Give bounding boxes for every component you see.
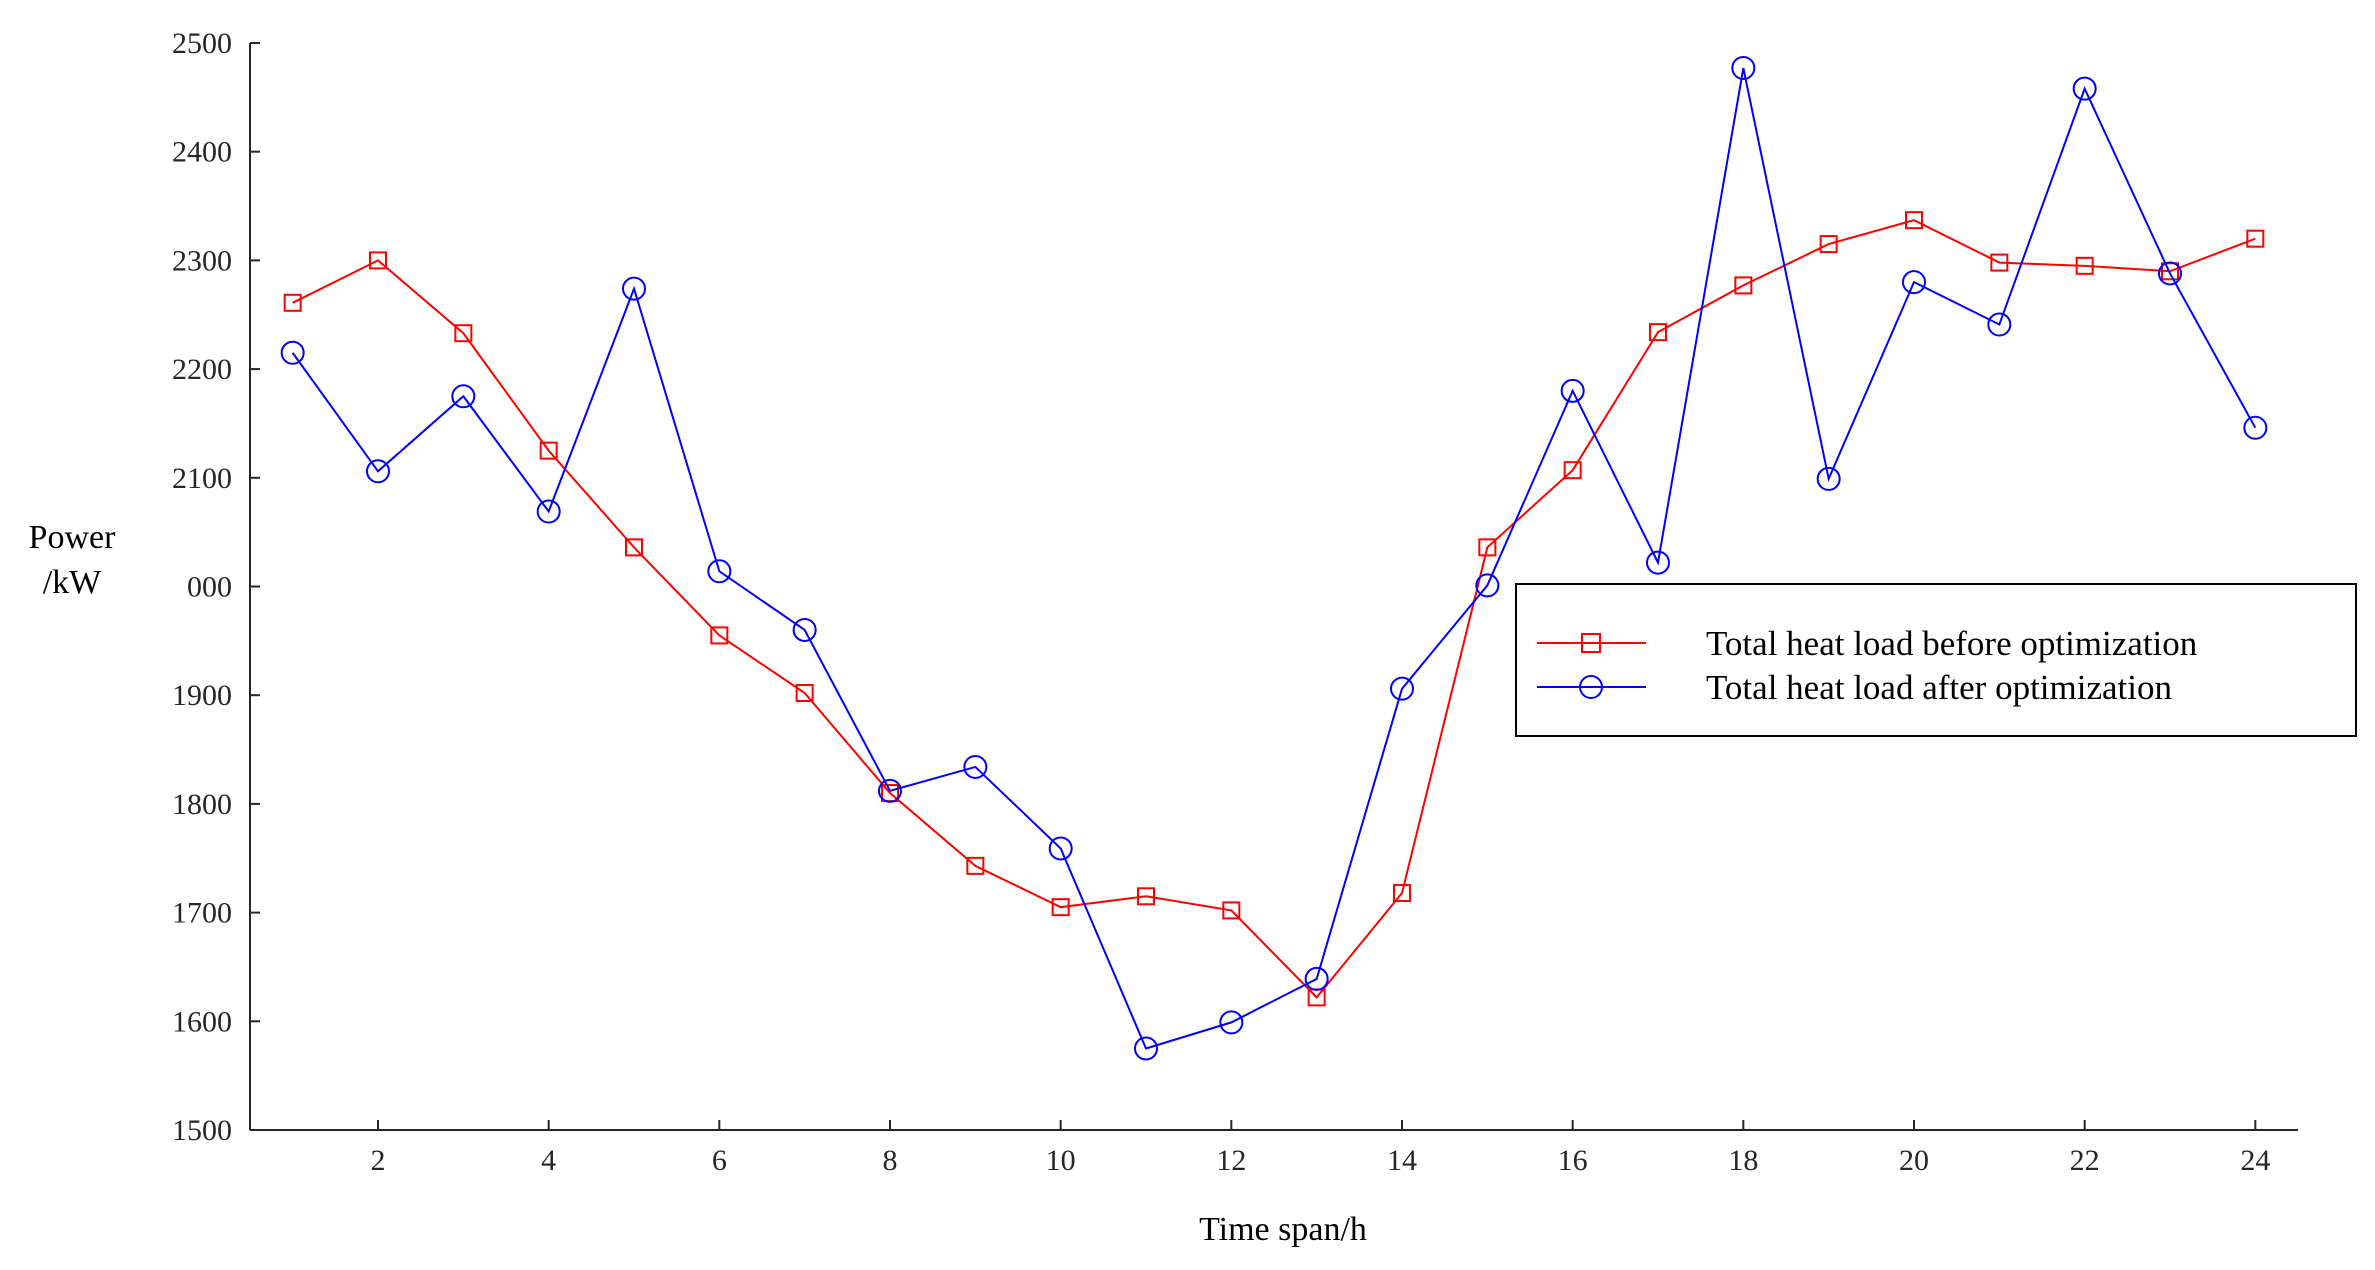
y-axis-title-line2: /kW (43, 564, 102, 601)
legend-marker-before (1581, 633, 1601, 653)
data-point-square (1563, 461, 1582, 480)
y-tick-label: 2200 (172, 353, 232, 386)
data-point-circle (963, 754, 988, 779)
legend-label-after: Total heat load after optimization (1706, 668, 2172, 707)
data-point-circle (1731, 56, 1756, 81)
data-point-square (369, 251, 387, 270)
y-tick-label: 1800 (172, 788, 232, 821)
data-point-circle (1304, 966, 1329, 991)
x-tick-label: 16 (1558, 1144, 1588, 1177)
data-point-circle (1219, 1010, 1244, 1035)
x-tick-label: 8 (883, 1144, 898, 1177)
data-point-square (454, 324, 473, 343)
x-tick-label: 4 (541, 1144, 556, 1177)
data-point-square (2246, 229, 2265, 248)
x-tick-label: 12 (1216, 1144, 1246, 1177)
x-tick-label: 18 (1728, 1144, 1758, 1177)
y-tick-label: 1500 (172, 1114, 232, 1147)
data-point-square (283, 293, 302, 312)
data-point-circle (280, 340, 305, 365)
data-point-circle (622, 276, 646, 301)
x-tick-label: 14 (1387, 1144, 1417, 1177)
data-point-circle (1816, 466, 1841, 491)
data-point-circle (536, 499, 561, 524)
y-axis-title-line1: Power (29, 519, 117, 556)
data-point-square (1222, 901, 1241, 920)
x-tick-label: 24 (2240, 1144, 2270, 1177)
data-point-circle (2243, 415, 2268, 440)
data-point-circle (1646, 550, 1670, 575)
data-point-circle (1987, 312, 2012, 337)
data-point-circle (2158, 261, 2182, 286)
series-before-optimization (283, 211, 2265, 1007)
x-tick-label: 22 (2070, 1144, 2100, 1177)
data-point-square (1905, 211, 1923, 230)
data-point-square (1137, 887, 1155, 906)
y-tick-label: 2500 (172, 27, 232, 60)
data-point-circle (1048, 836, 1073, 861)
data-point-square (795, 684, 814, 703)
x-tick-label: 6 (712, 1144, 727, 1177)
data-point-square (1478, 538, 1497, 557)
x-axis-title: Time span/h (1199, 1211, 1367, 1248)
data-point-circle (1390, 676, 1414, 701)
data-point-square (625, 538, 643, 557)
data-point-square (539, 441, 558, 460)
data-point-circle (451, 384, 476, 409)
data-point-square (966, 856, 985, 875)
legend-label-before: Total heat load before optimization (1706, 624, 2197, 663)
data-point-square (1051, 898, 1070, 917)
y-tick-label: 000 (187, 571, 232, 604)
data-point-circle (792, 617, 817, 642)
y-tick-label: 2400 (172, 136, 232, 169)
data-point-square (1734, 276, 1753, 295)
data-point-square (1819, 235, 1838, 254)
data-point-square (1990, 253, 2009, 272)
data-point-circle (1134, 1036, 1158, 1061)
y-axis-ticks: 1500 1600 1700 1800 1900 000 2100 2200 2300 2400 2… (172, 27, 260, 1147)
data-point-circle (878, 778, 902, 803)
y-tick-label: 1900 (172, 679, 232, 712)
legend-box (1515, 583, 2357, 737)
data-point-square (2075, 256, 2094, 275)
data-point-circle (366, 459, 390, 484)
y-tick-label: 2300 (172, 244, 232, 277)
data-point-circle (1902, 270, 1926, 295)
x-axis-ticks: 2 4 6 8 10 12 14 16 18 20 22 24 (371, 1120, 2270, 1177)
y-tick-label: 1700 (172, 897, 232, 930)
legend-marker-after (1579, 675, 1603, 699)
series-line (292, 219, 2256, 999)
data-point-square (710, 626, 729, 645)
data-point-square (1649, 323, 1667, 342)
y-tick-label: 1600 (172, 1005, 232, 1038)
legend: Total heat load before optimization Tota… (1515, 583, 2357, 737)
data-point-circle (707, 559, 732, 584)
x-tick-label: 10 (1046, 1144, 1076, 1177)
data-point-square (1393, 884, 1411, 903)
x-tick-label: 2 (371, 1144, 386, 1177)
series-layer (280, 56, 2268, 1061)
data-point-circle (2072, 76, 2097, 101)
y-tick-label: 2100 (172, 462, 232, 495)
data-point-circle (1475, 573, 1500, 598)
x-tick-label: 20 (1899, 1144, 1929, 1177)
series-after-optimization (280, 56, 2268, 1061)
series-line (291, 67, 2257, 1050)
data-point-circle (1560, 378, 1585, 403)
